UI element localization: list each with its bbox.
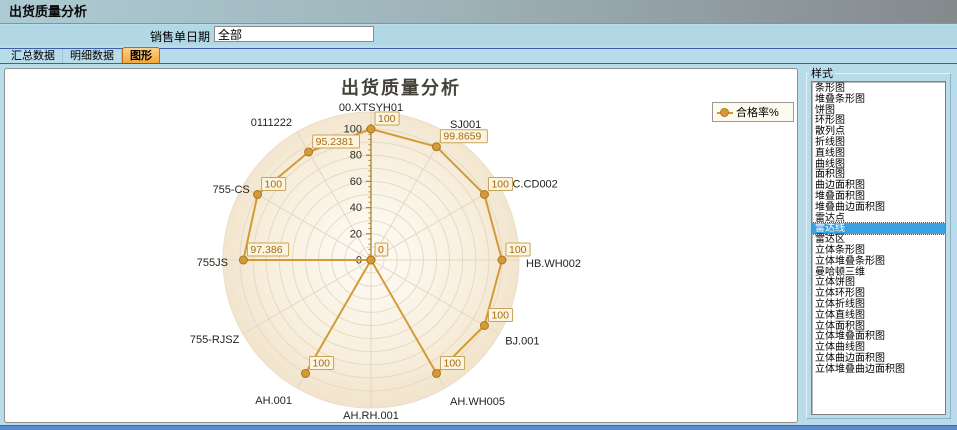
svg-text:95.2381: 95.2381 (316, 136, 354, 148)
svg-text:SC.CD002: SC.CD002 (505, 179, 558, 191)
window-bottom-border (0, 425, 957, 430)
style-option[interactable]: 立体饼图 (815, 277, 855, 289)
style-option[interactable]: 环形图 (815, 115, 845, 127)
style-option[interactable]: 立体面积图 (815, 320, 865, 332)
style-option[interactable]: 堆叠面积图 (815, 190, 865, 202)
legend-series-label: 合格率% (736, 107, 779, 119)
svg-text:00.XTSYH01: 00.XTSYH01 (339, 102, 403, 114)
svg-text:40: 40 (350, 202, 362, 214)
page-title: 出货质量分析 (0, 0, 957, 24)
legend-line-dot-icon (717, 107, 733, 117)
style-option[interactable]: 散列点 (815, 126, 845, 138)
style-panel: 样式 条形图 堆叠条形图 饼图 环形图 散列点 折线图 直线图 曲线图 面积图 曲边面积图 堆叠面积… (806, 64, 953, 421)
chart-style-listbox[interactable]: 条形图 堆叠条形图 饼图 环形图 散列点 折线图 直线图 曲线图 面积图 曲边面积图 堆叠面积图 堆叠… (811, 81, 946, 415)
style-option[interactable]: 立体直线图 (815, 309, 865, 321)
tab-summary-data[interactable]: 汇总数据 (4, 49, 63, 63)
tabstrip-top-border (0, 48, 957, 49)
svg-text:80: 80 (350, 150, 362, 162)
svg-text:100: 100 (444, 357, 462, 369)
svg-text:HB.WH002: HB.WH002 (526, 258, 581, 270)
svg-text:BJ.001: BJ.001 (505, 336, 539, 348)
svg-text:100: 100 (344, 124, 362, 136)
svg-text:60: 60 (350, 176, 362, 188)
svg-text:20: 20 (350, 228, 362, 240)
style-option[interactable]: 折线图 (815, 136, 845, 148)
style-groupbox (806, 73, 951, 419)
svg-text:AH.001: AH.001 (255, 395, 292, 407)
style-option[interactable]: 曲边面积图 (815, 180, 865, 192)
style-option[interactable]: 饼图 (815, 104, 835, 116)
style-option[interactable]: 直线图 (815, 147, 845, 159)
style-option[interactable]: 雷达线 (812, 222, 945, 236)
tab-strip: 汇总数据 明细数据 图形 (4, 47, 160, 63)
tabstrip-bottom-border (0, 63, 957, 64)
svg-text:100: 100 (491, 310, 509, 322)
style-option[interactable]: 雷达点 (815, 212, 845, 224)
style-option[interactable]: 堆叠曲边面积图 (815, 201, 885, 213)
svg-text:AH.WH005: AH.WH005 (450, 396, 505, 408)
style-option[interactable]: 堆叠条形图 (815, 93, 865, 105)
svg-text:0111222: 0111222 (251, 117, 292, 129)
style-panel-title: 样式 (809, 65, 835, 81)
svg-text:100: 100 (491, 179, 509, 191)
filter-row: 销售单日期 (0, 25, 957, 45)
chart-title: 出货质量分析 (341, 78, 461, 99)
svg-text:100: 100 (509, 244, 527, 256)
style-option[interactable]: 立体环形图 (815, 288, 865, 300)
date-filter-label: 销售单日期 (149, 30, 210, 44)
svg-text:100: 100 (313, 357, 331, 369)
style-option[interactable]: 立体堆叠面积图 (815, 331, 885, 343)
svg-text:97.386: 97.386 (250, 244, 282, 256)
style-option[interactable]: 立体曲边面积图 (815, 352, 885, 364)
svg-text:AH.RH.001: AH.RH.001 (343, 410, 399, 422)
svg-text:755-RJSZ: 755-RJSZ (190, 334, 240, 346)
style-option[interactable]: 面积图 (815, 169, 845, 181)
tab-detail-data[interactable]: 明细数据 (63, 49, 122, 63)
style-option[interactable]: 立体曲线图 (815, 342, 865, 354)
svg-text:99.8659: 99.8659 (443, 131, 481, 143)
date-filter-input[interactable] (214, 26, 374, 42)
svg-text:100: 100 (265, 179, 283, 191)
svg-text:100: 100 (378, 113, 396, 125)
radar-chart: 02040608010000.XTSYH01SJ001SC.CD002HB.WH… (190, 102, 581, 422)
svg-text:0: 0 (378, 244, 384, 256)
legend: 合格率% (712, 102, 794, 122)
tab-chart[interactable]: 图形 (122, 47, 160, 63)
style-option[interactable]: 条形图 (815, 83, 845, 94)
style-option[interactable]: 立体堆叠曲边面积图 (815, 363, 905, 375)
svg-text:755JS: 755JS (197, 257, 228, 269)
svg-text:SJ001: SJ001 (450, 119, 481, 131)
style-option[interactable]: 曼哈顿三维 (815, 266, 865, 278)
style-option[interactable]: 立体堆叠条形图 (815, 255, 885, 267)
chart-panel: 出货质量分析 0 20 40 60 80 100 00.XTSYH01 SJ001 SC.CD0… (4, 68, 798, 423)
svg-text:755-CS: 755-CS (212, 184, 249, 196)
style-option[interactable]: 曲线图 (815, 158, 845, 170)
style-option[interactable]: 雷达区 (815, 234, 845, 246)
style-option[interactable]: 立体折线图 (815, 298, 865, 310)
style-option[interactable]: 立体条形图 (815, 244, 865, 256)
